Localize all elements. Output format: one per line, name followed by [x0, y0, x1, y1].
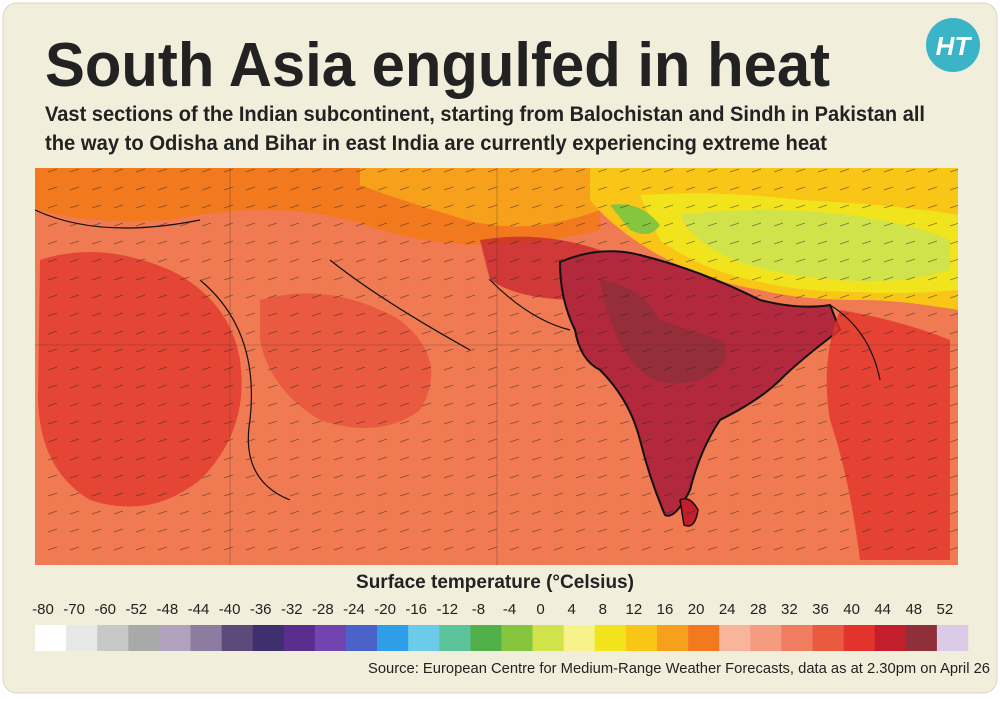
- legend-swatch: [159, 625, 191, 651]
- legend-label: 52: [937, 601, 954, 618]
- legend-label: 24: [719, 601, 736, 618]
- legend-swatch: [843, 625, 875, 651]
- legend-label: 28: [750, 601, 767, 618]
- legend-swatch: [688, 625, 720, 651]
- legend-label: -36: [250, 601, 272, 618]
- legend-label: -12: [436, 601, 458, 618]
- legend-label: 0: [536, 601, 544, 618]
- legend-label: -40: [219, 601, 241, 618]
- legend-label: -16: [405, 601, 427, 618]
- color-scale: -80 -70 -60 -52 -48 -44 -40 -36 -32 -28 -24 -20 -16-…: [32, 601, 969, 651]
- legend-label: -44: [188, 601, 210, 618]
- legend-swatch: [781, 625, 813, 651]
- subtitle-line: the way to Odisha and Bihar in east Indi…: [45, 132, 827, 155]
- legend-label: 8: [599, 601, 607, 618]
- legend-swatch: [874, 625, 907, 651]
- legend-swatch: [314, 625, 347, 651]
- legend-swatch: [66, 625, 98, 651]
- legend-swatch: [905, 625, 938, 651]
- legend-swatch: [252, 625, 285, 651]
- legend-swatch: [35, 625, 67, 651]
- legend-swatch: [221, 625, 253, 651]
- legend-swatch: [936, 625, 969, 651]
- legend-swatch: [470, 625, 502, 651]
- legend-swatch: [563, 625, 596, 651]
- legend-label: 48: [905, 601, 922, 618]
- legend-label: -4: [503, 601, 516, 618]
- legend-label: -8: [472, 601, 485, 618]
- logo: HT: [936, 31, 973, 61]
- legend-swatch: [128, 625, 160, 651]
- legend-swatch: [346, 625, 378, 651]
- legend-title: Surface temperature (°Celsius): [356, 572, 634, 593]
- legend-label: -20: [374, 601, 396, 618]
- legend-swatch: [97, 625, 129, 651]
- legend-swatch: [283, 625, 316, 651]
- legend-label: 16: [657, 601, 674, 618]
- legend-label: -70: [63, 601, 85, 618]
- legend-swatch: [594, 625, 627, 651]
- subtitle-line: Vast sections of the Indian subcontinent…: [45, 103, 925, 126]
- legend-label: 4: [568, 601, 576, 618]
- legend-label: -28: [312, 601, 334, 618]
- legend-swatch: [439, 625, 471, 651]
- legend-label: -52: [125, 601, 147, 618]
- legend-swatch: [657, 625, 689, 651]
- legend-swatch: [750, 625, 782, 651]
- legend-swatch: [625, 625, 658, 651]
- legend-swatch: [377, 625, 409, 651]
- legend-label: -24: [343, 601, 365, 618]
- legend-label: 36: [812, 601, 829, 618]
- legend-swatch: [190, 625, 222, 651]
- legend-label: -48: [157, 601, 179, 618]
- legend-label: 12: [626, 601, 643, 618]
- legend-swatch: [501, 625, 533, 651]
- title: South Asia engulfed in heat: [45, 31, 830, 100]
- legend-label: 20: [688, 601, 705, 618]
- legend-swatch: [719, 625, 751, 651]
- legend-swatch: [532, 625, 564, 651]
- legend-label: -32: [281, 601, 303, 618]
- legend-label: -60: [94, 601, 116, 618]
- legend-label: 44: [874, 601, 891, 618]
- source: Source: European Centre for Medium-Range…: [368, 661, 990, 677]
- legend-swatch: [812, 625, 844, 651]
- legend-swatch: [408, 625, 440, 651]
- logo-badge: [926, 18, 980, 72]
- legend-label: 40: [843, 601, 860, 618]
- legend-label: 32: [781, 601, 798, 618]
- temperature-map: [35, 168, 958, 565]
- legend-label: -80: [32, 601, 54, 618]
